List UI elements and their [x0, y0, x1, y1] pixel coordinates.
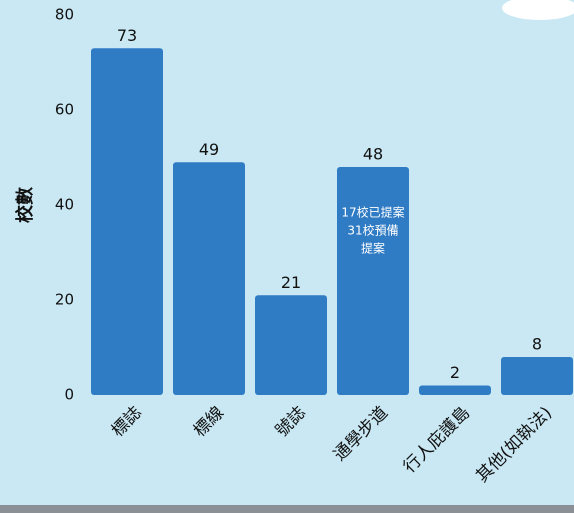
y-axis-label: 校數 [14, 187, 36, 223]
data-label: 49 [199, 140, 219, 159]
data-label: 2 [450, 363, 460, 382]
annotation: 31校預備 [347, 223, 398, 238]
bottom-strip [0, 505, 574, 513]
annotation: 17校已提案 [341, 205, 404, 220]
data-label: 21 [281, 273, 301, 292]
cloud [502, 0, 574, 20]
y-tick-label: 20 [55, 291, 74, 309]
bar [337, 167, 409, 395]
bar [91, 48, 163, 395]
y-tick-label: 60 [55, 101, 74, 119]
data-label: 73 [117, 26, 137, 45]
y-tick-label: 0 [64, 386, 74, 404]
data-label: 48 [363, 145, 383, 164]
y-tick-label: 80 [55, 6, 74, 24]
bar [419, 385, 491, 395]
data-label: 8 [532, 335, 542, 354]
bar [501, 357, 573, 395]
annotation: 提案 [361, 241, 385, 256]
bar [255, 295, 327, 395]
bar [173, 162, 245, 395]
y-tick-label: 40 [55, 196, 74, 214]
